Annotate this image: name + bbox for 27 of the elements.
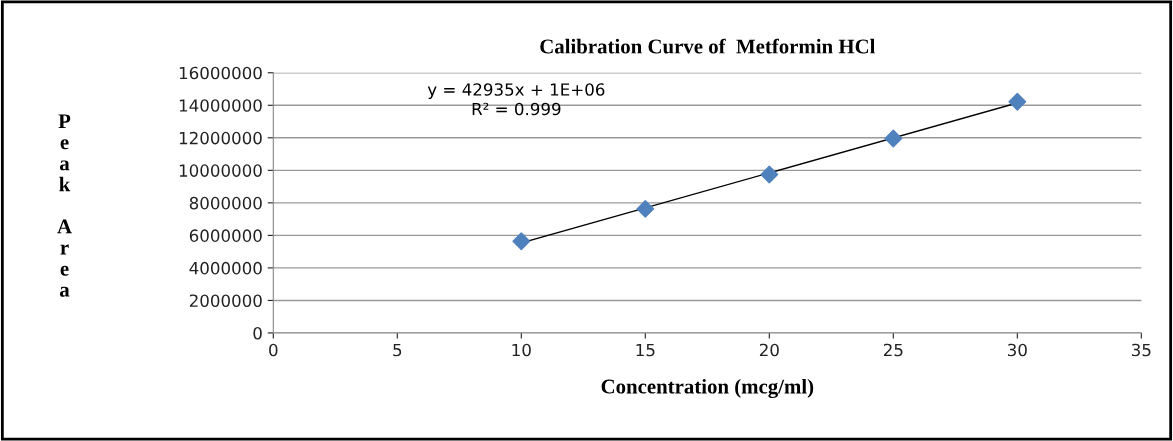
y-tick-label: 10000000 (179, 164, 262, 177)
annotation: y = 42935x + 1E+06 (427, 83, 605, 100)
x-axis-title: Concentration (mcg/ml) (601, 378, 814, 398)
point (760, 165, 779, 184)
x-tick-label: 30 (1007, 343, 1027, 357)
y-tick-label: 6000000 (189, 229, 262, 242)
point (1008, 92, 1027, 111)
y-tick-label: 2000000 (189, 294, 262, 307)
x-tick-label: 10 (512, 343, 531, 357)
y-tick-label: 14000000 (179, 99, 262, 112)
x-tick-label: 25 (883, 343, 903, 357)
point (636, 199, 655, 218)
y-tick-label: 16000000 (179, 66, 262, 80)
text: Peak Area (57, 114, 72, 297)
y-tick-label: 4000000 (189, 261, 262, 275)
y-tick-label: 8000000 (189, 196, 262, 210)
x-tick-label: 5 (393, 343, 402, 357)
y-tick-label: 0 (253, 326, 262, 340)
x-tick-label: 35 (1132, 343, 1151, 357)
annotation: R² = 0.999 (472, 102, 561, 116)
chart-title: Calibration Curve of Metformin HCl (540, 38, 876, 54)
x-tick-label: 20 (759, 343, 779, 357)
point (512, 232, 531, 251)
x-tick-label: 0 (269, 343, 278, 357)
x-tick-label: 15 (636, 343, 655, 357)
point (884, 129, 903, 148)
y-tick-label: 12000000 (179, 131, 262, 145)
